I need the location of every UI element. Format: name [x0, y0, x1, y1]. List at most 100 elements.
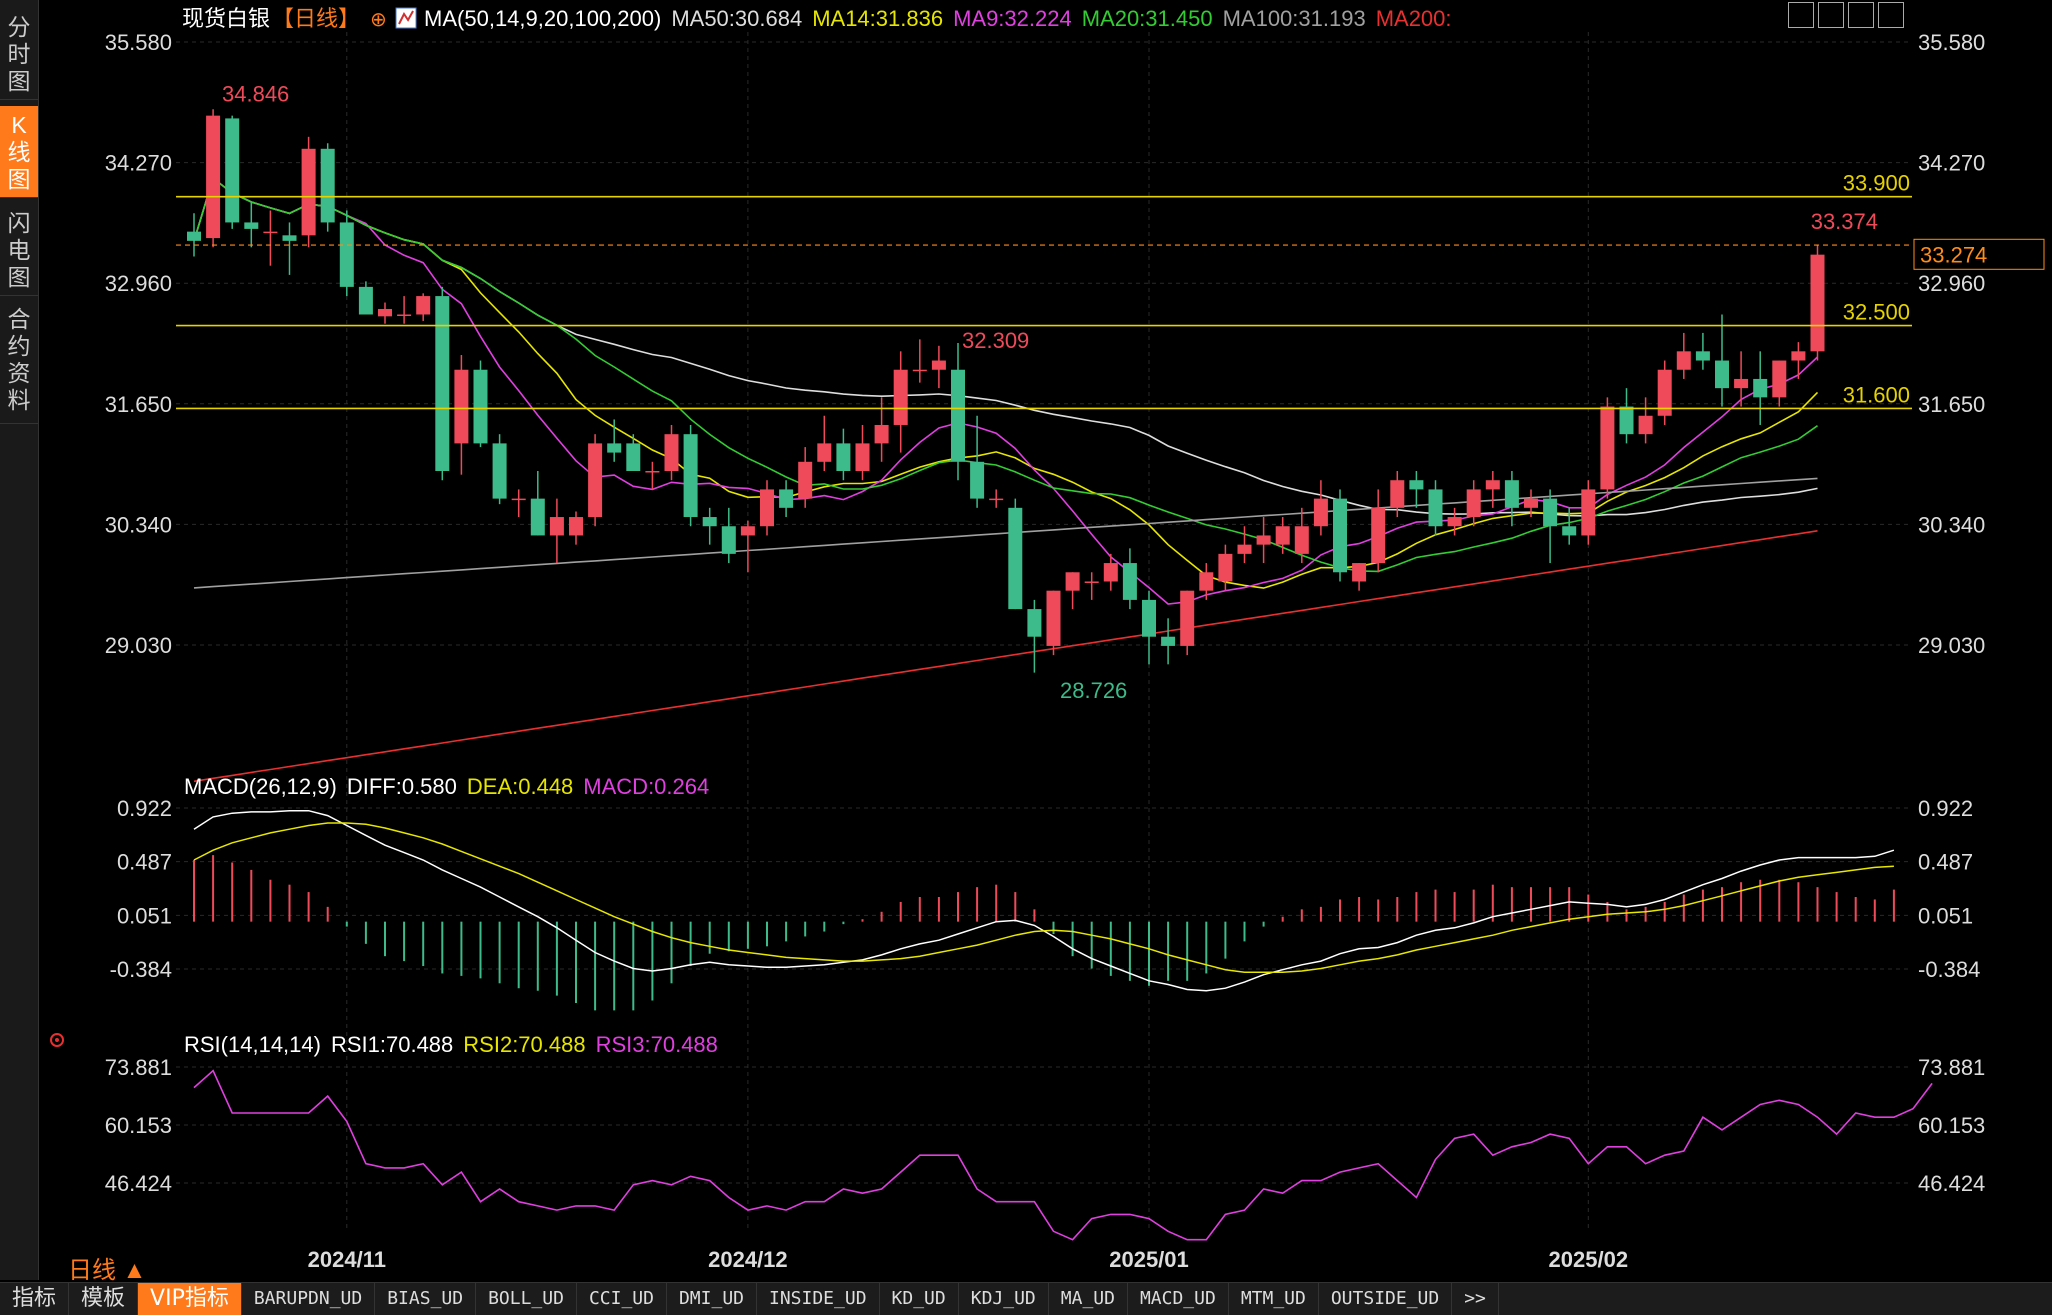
candle-body: [1524, 498, 1538, 508]
candle-body: [1428, 489, 1443, 527]
low-label: 28.726: [1060, 678, 1127, 703]
macd-tick-right: 0.051: [1918, 903, 1973, 928]
candle-body: [779, 489, 794, 508]
price-tick-right: 29.030: [1918, 633, 1985, 658]
candle-body: [721, 526, 736, 554]
candle-body: [951, 369, 965, 462]
indicator-tab[interactable]: INSIDE_UD: [757, 1283, 880, 1315]
zoom-icon[interactable]: [1848, 2, 1874, 28]
chart-type-glyph: [398, 10, 414, 25]
candle-body: [1333, 498, 1347, 573]
instrument-name: 现货白银: [182, 6, 270, 31]
price-tick-left: 31.650: [105, 392, 172, 417]
price-tick-left: 35.580: [105, 30, 172, 55]
sidebar-tab-0[interactable]: 分时图: [0, 8, 38, 100]
candle-body: [931, 360, 946, 370]
candle-body: [1065, 572, 1080, 591]
moving-averages: [193, 176, 1819, 783]
x-axis-label: 2025/02: [1549, 1247, 1629, 1272]
candle-body: [435, 296, 450, 472]
candle-body: [511, 498, 526, 501]
last-high-label: 33.374: [1811, 209, 1878, 234]
rsi-panel: [176, 1066, 1933, 1241]
candle-body: [912, 369, 927, 372]
ma-params: MA(50,14,9,20,100,200): [424, 6, 661, 31]
candle-body: [206, 115, 221, 239]
fit-icon[interactable]: [1818, 2, 1844, 28]
candle-body: [416, 296, 431, 315]
candle-body: [1256, 535, 1271, 545]
rsi-settings-dot: [55, 1038, 59, 1042]
ma-value-3: MA20:31.450: [1082, 6, 1213, 31]
candle-body: [1313, 498, 1328, 527]
macd-tick-left: 0.051: [117, 903, 172, 928]
indicator-tab[interactable]: >>: [1452, 1283, 1499, 1315]
ma-value-0: MA50:30.684: [671, 6, 802, 31]
indicator-tab[interactable]: 指标: [0, 1283, 70, 1315]
candle-body: [702, 517, 717, 527]
candle-body: [1008, 507, 1023, 610]
candle-body: [244, 222, 259, 229]
candle-body: [588, 443, 603, 518]
macd-tick-left: 0.922: [117, 796, 172, 821]
price-tick-right: 35.580: [1918, 30, 1985, 55]
indicator-tab[interactable]: 模板: [69, 1283, 139, 1315]
indicator-tab[interactable]: CCI_UD: [577, 1283, 667, 1315]
indicator-tab[interactable]: BIAS_UD: [375, 1283, 477, 1315]
candle-body: [1027, 609, 1042, 637]
candle-body: [1084, 581, 1099, 583]
candle-body: [1791, 351, 1806, 361]
candle-body: [607, 443, 622, 453]
candle-body: [1352, 563, 1367, 582]
indicator-tab[interactable]: VIP指标: [138, 1283, 242, 1315]
candle-body: [1715, 360, 1729, 389]
indicator-tab[interactable]: KD_UD: [880, 1283, 959, 1315]
indicator-tab[interactable]: OUTSIDE_UD: [1319, 1283, 1453, 1315]
rsi-tick-right: 46.424: [1918, 1171, 1985, 1196]
price-tick-right: 34.270: [1918, 151, 1985, 176]
macd-tick-right: 0.487: [1918, 850, 1973, 875]
rsi-tick-right: 60.153: [1918, 1113, 1985, 1138]
candle-body: [1543, 498, 1558, 527]
candle-body: [626, 443, 641, 472]
ma-value-2: MA9:32.224: [953, 6, 1072, 31]
candle-body: [1142, 599, 1156, 637]
candle-body: [1638, 415, 1653, 435]
ma-value-4: MA100:31.193: [1223, 6, 1366, 31]
indicator-tab[interactable]: BARUPDN_UD: [242, 1283, 376, 1315]
candle-body: [817, 443, 832, 462]
level-lines: [176, 195, 1912, 410]
candle-body: [798, 461, 813, 499]
rsi-tick-left: 73.881: [105, 1055, 172, 1080]
indicator-tab[interactable]: BOLL_UD: [476, 1283, 577, 1315]
candle-body: [1161, 636, 1176, 646]
x-axis-label: 2024/12: [708, 1247, 788, 1272]
indicator-tab[interactable]: KDJ_UD: [959, 1283, 1049, 1315]
expand-icon[interactable]: [1878, 2, 1904, 28]
high-label: 34.846: [222, 82, 289, 107]
candle-body: [1734, 378, 1749, 389]
candle-body: [1581, 489, 1596, 536]
period-selector[interactable]: 日线 ▲: [68, 1257, 147, 1284]
indicator-tab[interactable]: MACD_UD: [1128, 1283, 1229, 1315]
candle-body: [1199, 572, 1214, 591]
rsi3-label: RSI3:70.488: [596, 1032, 718, 1057]
kline-chart[interactable]: 35.580 35.580 34.270 34.270 32.960 32.960 31.6…: [0, 0, 2052, 1280]
candle-body: [397, 314, 412, 317]
macd-tick-left: -0.384: [110, 957, 172, 982]
current-price-label: 33.274: [1920, 242, 1987, 267]
sidebar-tab-2[interactable]: 闪电图: [0, 204, 38, 296]
indicator-tab[interactable]: DMI_UD: [667, 1283, 757, 1315]
grid-icon[interactable]: [1788, 2, 1814, 28]
indicator-tab[interactable]: MTM_UD: [1229, 1283, 1319, 1315]
candle-body: [1371, 507, 1386, 564]
sidebar-tab-3[interactable]: 合约资料: [0, 300, 38, 424]
price-tick-right: 32.960: [1918, 271, 1985, 296]
candle-body: [339, 222, 354, 287]
candle-body: [836, 443, 851, 472]
price-tick-left: 29.030: [105, 633, 172, 658]
indicator-tab[interactable]: MA_UD: [1049, 1283, 1128, 1315]
candle-body: [530, 498, 545, 536]
